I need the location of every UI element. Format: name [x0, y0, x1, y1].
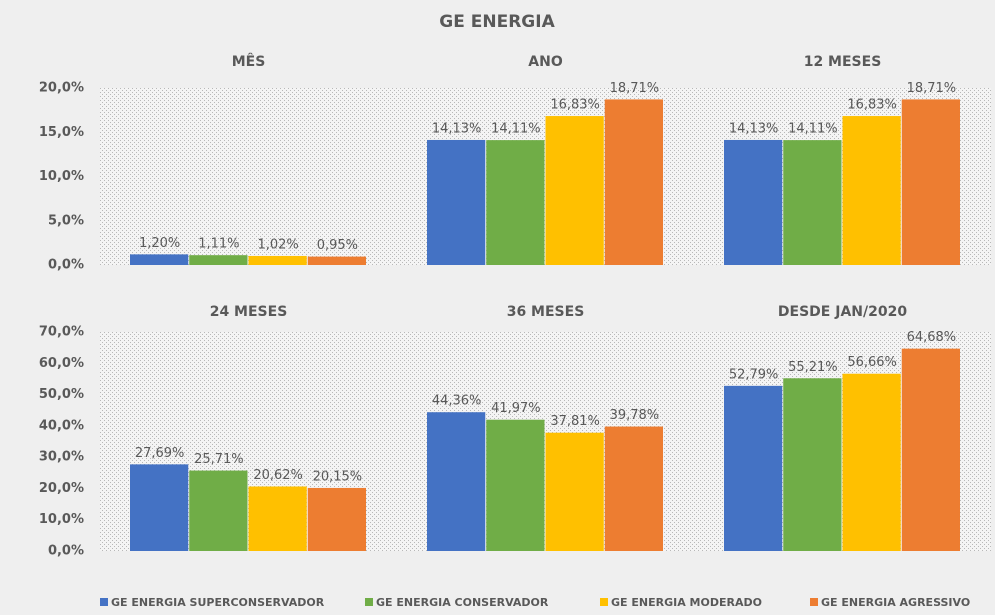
bar	[842, 373, 901, 551]
y-tick-label: 0,0%	[48, 258, 84, 273]
bar	[427, 412, 486, 551]
y-tick-label: 70,0%	[39, 325, 84, 340]
legend-swatch	[810, 598, 818, 606]
legend-swatch	[600, 598, 608, 606]
bar	[842, 116, 901, 265]
value-label: 37,81%	[550, 414, 600, 429]
value-label: 14,13%	[729, 121, 779, 136]
legend-label: GE ENERGIA MODERADO	[611, 596, 762, 609]
value-label: 39,78%	[610, 408, 660, 423]
value-label: 1,02%	[257, 237, 298, 252]
value-label: 14,13%	[432, 121, 482, 136]
y-tick-label: 0,0%	[48, 544, 84, 559]
value-label: 16,83%	[550, 98, 600, 113]
y-tick-label: 5,0%	[48, 213, 84, 228]
y-tick-label: 15,0%	[39, 125, 84, 140]
value-label: 25,71%	[194, 452, 244, 467]
bar	[427, 139, 486, 265]
bar	[783, 140, 842, 265]
bar	[545, 432, 604, 551]
value-label: 41,97%	[491, 401, 541, 416]
legend-label: GE ENERGIA SUPERCONSERVADOR	[111, 596, 325, 609]
value-label: 52,79%	[729, 367, 779, 382]
y-tick-label: 40,0%	[39, 418, 84, 433]
bar	[604, 99, 663, 265]
bar	[189, 255, 248, 265]
bar	[248, 486, 307, 551]
value-label: 55,21%	[788, 360, 838, 375]
value-label: 14,11%	[491, 122, 541, 137]
value-label: 0,95%	[317, 238, 358, 253]
value-label: 20,15%	[313, 469, 363, 484]
panel-title: ANO	[528, 54, 563, 70]
panel-title: MÊS	[232, 53, 266, 70]
bar	[248, 255, 307, 265]
value-label: 16,83%	[847, 98, 897, 113]
bar	[189, 470, 248, 551]
legend-label: GE ENERGIA AGRESSIVO	[821, 596, 970, 609]
y-tick-label: 10,0%	[39, 512, 84, 527]
bar	[307, 487, 366, 551]
chart-title: GE ENERGIA	[439, 12, 555, 32]
bar	[486, 419, 545, 551]
value-label: 1,20%	[139, 236, 180, 251]
legend-swatch	[100, 598, 108, 606]
panel-title: DESDE JAN/2020	[778, 304, 907, 320]
value-label: 56,66%	[847, 355, 897, 370]
bar	[724, 139, 783, 265]
bar	[901, 99, 960, 265]
y-tick-label: 60,0%	[39, 356, 84, 371]
value-label: 20,62%	[253, 468, 303, 483]
plot-area	[100, 88, 397, 265]
bar	[130, 254, 189, 265]
bar	[130, 464, 189, 551]
y-tick-label: 50,0%	[39, 387, 84, 402]
value-label: 1,11%	[198, 237, 239, 252]
legend-swatch	[365, 598, 373, 606]
value-label: 18,71%	[907, 81, 957, 96]
y-tick-label: 30,0%	[39, 450, 84, 465]
bar	[901, 348, 960, 551]
panel-title: 24 MESES	[210, 304, 288, 320]
bar	[545, 116, 604, 265]
value-label: 27,69%	[135, 446, 185, 461]
y-tick-label: 10,0%	[39, 169, 84, 184]
panel-title: 12 MESES	[804, 54, 882, 70]
legend-label: GE ENERGIA CONSERVADOR	[376, 596, 549, 609]
bar	[486, 140, 545, 265]
value-label: 18,71%	[610, 81, 660, 96]
y-tick-label: 20,0%	[39, 481, 84, 496]
bar	[724, 385, 783, 551]
value-label: 64,68%	[907, 330, 957, 345]
bar	[604, 426, 663, 551]
value-label: 44,36%	[432, 394, 482, 409]
bar	[783, 378, 842, 551]
panel-title: 36 MESES	[507, 304, 585, 320]
value-label: 14,11%	[788, 122, 838, 137]
bar	[307, 256, 366, 265]
y-tick-label: 20,0%	[39, 81, 84, 96]
